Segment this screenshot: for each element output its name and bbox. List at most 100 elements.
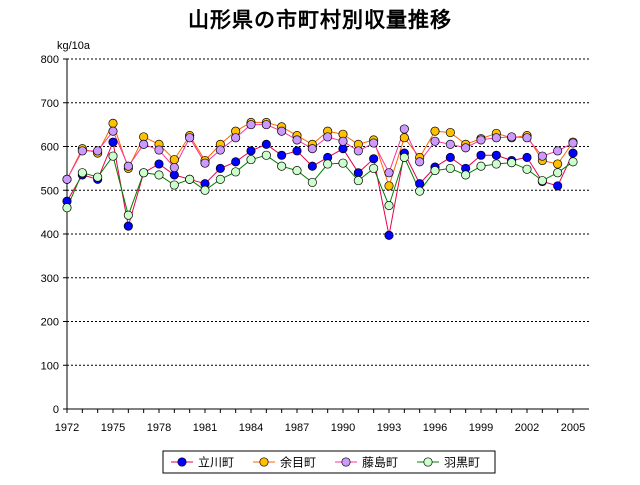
y-tick-label: 200: [41, 317, 59, 329]
data-point: [522, 164, 532, 174]
data-point: [430, 126, 440, 136]
data-point: [231, 157, 241, 167]
data-point: [215, 145, 225, 155]
data-point: [261, 150, 271, 160]
data-point: [154, 159, 164, 169]
data-point: [108, 137, 118, 147]
data-point: [476, 161, 486, 171]
data-point: [353, 176, 363, 186]
data-point: [323, 132, 333, 142]
y-tick-label: 800: [41, 54, 59, 66]
data-point: [215, 174, 225, 184]
data-point: [185, 174, 195, 184]
data-point: [553, 168, 563, 178]
data-point: [338, 136, 348, 146]
data-point: [399, 124, 409, 134]
x-tick-label: 2005: [561, 422, 585, 434]
data-point: [353, 168, 363, 178]
data-point: [537, 176, 547, 186]
legend-label-1: 立川町: [198, 455, 234, 470]
x-tick-label: 1993: [377, 422, 401, 434]
data-point: [384, 201, 394, 211]
data-point: [384, 168, 394, 178]
x-tick-label: 1987: [285, 422, 309, 434]
y-tick-label: 300: [41, 273, 59, 285]
data-point: [445, 139, 455, 149]
data-point: [461, 170, 471, 180]
y-tick-label: 0: [53, 404, 59, 416]
data-point: [491, 159, 501, 169]
data-point: [522, 152, 532, 162]
data-point: [93, 146, 103, 156]
y-tick-label: 700: [41, 98, 59, 110]
data-point: [399, 152, 409, 162]
data-point: [169, 180, 179, 190]
x-tick-label: 1981: [193, 422, 217, 434]
y-tick-label: 400: [41, 229, 59, 241]
data-point: [108, 118, 118, 128]
data-point: [445, 127, 455, 138]
data-point: [307, 161, 317, 171]
data-point: [553, 181, 563, 191]
data-point: [246, 155, 256, 165]
data-point: [476, 150, 486, 160]
data-point: [277, 126, 287, 136]
x-tick-label: 1990: [331, 422, 355, 434]
x-tick-label: 1984: [239, 422, 263, 434]
data-point: [476, 135, 486, 145]
data-point: [461, 143, 471, 153]
legend-label-3: 藤島町: [362, 455, 398, 470]
x-tick-label: 1978: [147, 422, 171, 434]
data-point: [215, 163, 225, 173]
x-tick-label: 1972: [55, 422, 79, 434]
legend-marker-3: [341, 457, 351, 467]
x-tick-label: 1999: [469, 422, 493, 434]
legend-box: [162, 450, 496, 474]
data-point: [139, 139, 149, 149]
data-point: [169, 155, 179, 165]
y-tick-label: 100: [41, 360, 59, 372]
data-point: [507, 158, 517, 168]
y-tick-label: 500: [41, 185, 59, 197]
data-point: [353, 146, 363, 156]
data-point: [123, 221, 133, 231]
legend-label-4: 羽黒町: [444, 456, 480, 470]
data-point: [169, 162, 179, 173]
data-point: [384, 181, 394, 191]
data-point: [62, 174, 72, 184]
data-point: [123, 210, 133, 220]
data-point: [123, 161, 133, 171]
data-point: [491, 150, 501, 160]
data-point: [369, 138, 379, 148]
data-point: [369, 163, 379, 173]
data-point: [553, 159, 563, 169]
data-point: [77, 146, 87, 156]
data-point: [231, 167, 241, 177]
data-point: [399, 133, 409, 143]
data-point: [139, 168, 149, 178]
data-point: [568, 148, 578, 158]
data-point: [292, 135, 302, 145]
data-point: [185, 133, 195, 143]
data-point: [277, 150, 287, 160]
series-line-3: [66, 124, 574, 180]
data-point: [154, 145, 164, 155]
data-point: [277, 161, 287, 171]
data-point: [200, 158, 210, 168]
chart-title: 山形県の市町村別収量推移: [188, 8, 452, 32]
y-tick-label: 600: [41, 142, 59, 154]
data-point: [507, 132, 517, 142]
data-point: [491, 133, 501, 143]
data-point: [246, 120, 256, 130]
data-point: [93, 172, 103, 182]
data-point: [568, 138, 578, 148]
data-point: [415, 186, 425, 196]
x-tick-label: 2002: [515, 422, 539, 434]
data-point: [522, 133, 532, 143]
data-point: [307, 144, 317, 154]
legend-marker-4: [423, 457, 433, 467]
legend-marker-2: [259, 457, 269, 467]
data-point: [445, 152, 455, 162]
